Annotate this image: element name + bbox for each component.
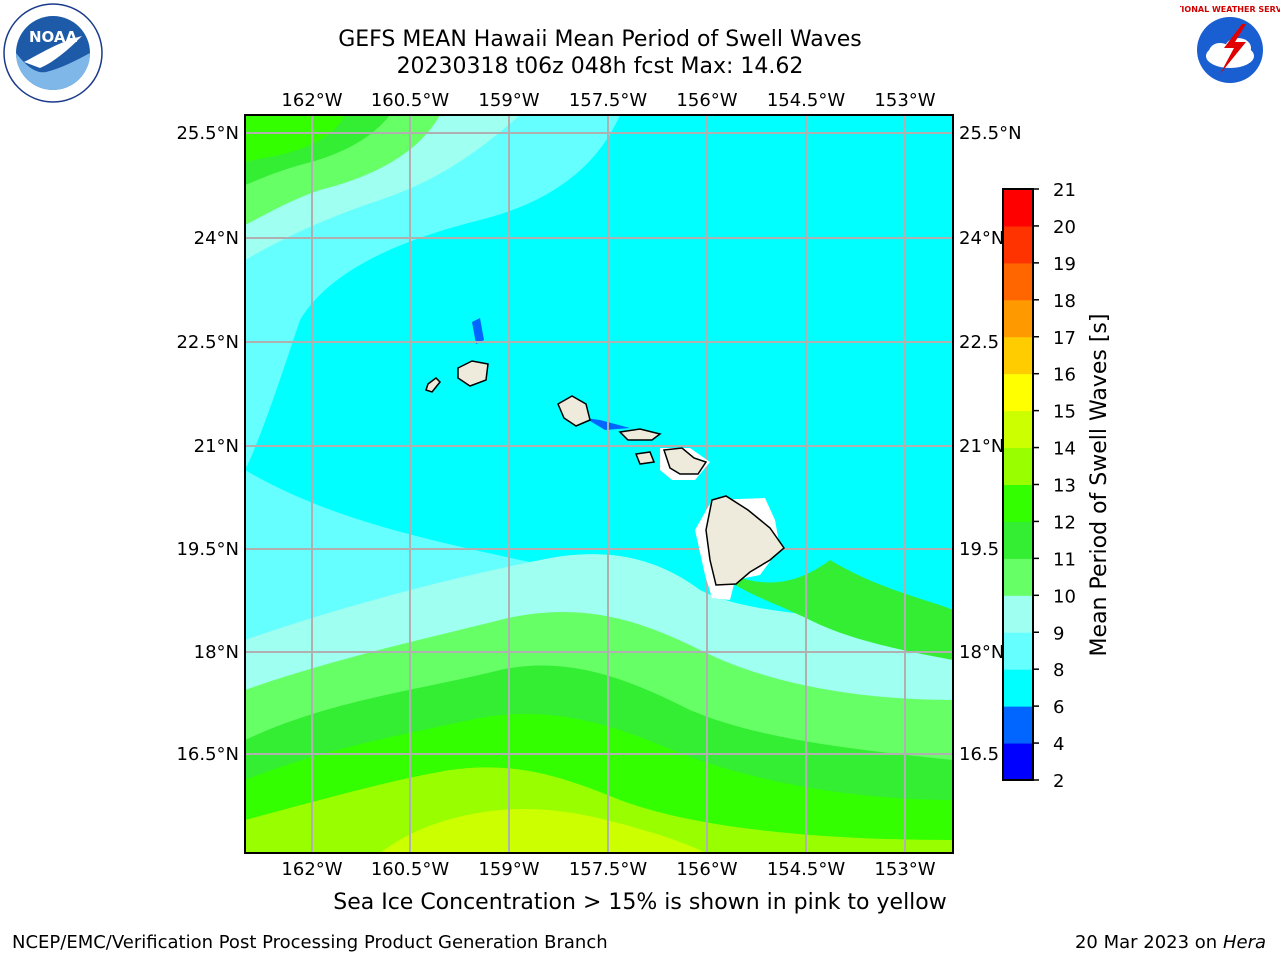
lon-tick-label: 154.5°W <box>767 859 846 880</box>
colorbar-segment <box>1003 743 1033 781</box>
map-title: GEFS MEAN Hawaii Mean Period of Swell Wa… <box>338 27 862 52</box>
colorbar-label: Mean Period of Swell Waves [s] <box>1087 314 1112 657</box>
colorbar-tick-label: 6 <box>1053 697 1064 718</box>
colorbar-segment <box>1003 225 1033 264</box>
colorbar-segment <box>1003 189 1033 227</box>
islands <box>425 360 786 600</box>
colorbar-tick-label: 16 <box>1053 365 1076 386</box>
lon-tick-label: 160.5°W <box>371 90 450 111</box>
field-band-10-11s <box>245 115 953 853</box>
island-maui-land <box>662 447 708 475</box>
colorbar-segment <box>1003 447 1033 485</box>
nws-logo: NATIONAL WEATHER SERVICE <box>1180 3 1280 97</box>
footer-host: Hera <box>1222 932 1266 953</box>
colorbar: 2 4 6 8 9 10 11 12 13 14 15 16 17 18 19 20 21 <box>1002 180 1076 792</box>
map-subtitle: 20230318 t06z 048h fcst Max: 14.62 <box>396 54 804 79</box>
island-kauai <box>457 360 489 387</box>
lon-ticks-top: 162°W 160.5°W 159°W 157.5°W 156°W 154.5°… <box>281 90 935 111</box>
colorbar-tick-label: 20 <box>1053 217 1076 238</box>
lat-tick-label: 16.5°N <box>176 744 239 765</box>
lat-tick-label: 24°N <box>194 228 239 249</box>
noaa-logo: NOAA <box>3 3 103 103</box>
footer-date-text: 20 Mar 2023 on <box>1074 932 1218 953</box>
colorbar-tick-label: 17 <box>1053 328 1076 349</box>
lat-tick-label: 21°N <box>194 436 239 457</box>
island-hawaii <box>705 495 786 586</box>
island-niihau <box>425 377 442 393</box>
lat-tick-label: 21°N <box>959 436 1004 457</box>
colorbar-segment <box>1003 484 1033 522</box>
lat-tick-label: 19.5°N <box>176 539 239 560</box>
colorbar-segment <box>1003 632 1033 670</box>
island-oahu <box>557 395 591 427</box>
colorbar-tick-label: 9 <box>1053 623 1064 644</box>
colorbar-tick-label: 11 <box>1053 549 1076 570</box>
colorbar-tick-label: 14 <box>1053 439 1076 460</box>
colorbar-tick-label: 10 <box>1053 586 1076 607</box>
lat-ticks-right: 25.5°N 24°N 22.5 21°N 19.5 18°N 16.5 <box>959 123 1022 765</box>
field-band-12-13s <box>245 115 953 853</box>
colorbar-segment <box>1003 521 1033 559</box>
colorbar-tick-label: 2 <box>1053 771 1064 792</box>
colorbar-tick-label: 13 <box>1053 476 1076 497</box>
lat-ticks-left: 25.5°N 24°N 22.5°N 21°N 19.5°N 18°N 16.5… <box>176 123 239 765</box>
colorbar-tick-label: 18 <box>1053 291 1076 312</box>
colorbar-tick-label: 15 <box>1053 402 1076 423</box>
colorbar-tick-label: 19 <box>1053 254 1076 275</box>
noaa-logo-text: NOAA <box>29 28 78 46</box>
lon-tick-label: 154.5°W <box>767 90 846 111</box>
lon-tick-label: 156°W <box>676 90 737 111</box>
lat-tick-label: 18°N <box>959 642 1004 663</box>
lat-tick-label: 25.5°N <box>959 123 1022 144</box>
lat-tick-label: 18°N <box>194 642 239 663</box>
colorbar-segment <box>1003 299 1033 338</box>
lon-tick-label: 157.5°W <box>569 859 648 880</box>
colorbar-segment <box>1003 262 1033 301</box>
colorbar-segment <box>1003 595 1033 633</box>
gridlines <box>245 115 953 853</box>
colorbar-segment <box>1003 669 1033 707</box>
colorbar-segment <box>1003 336 1033 375</box>
lat-tick-label: 16.5 <box>959 744 999 765</box>
lon-tick-label: 157.5°W <box>569 90 648 111</box>
colorbar-segment <box>1003 558 1033 596</box>
colorbar-tick-label: 21 <box>1053 180 1076 201</box>
lat-tick-label: 22.5 <box>959 332 999 353</box>
lat-tick-label: 22.5°N <box>176 332 239 353</box>
colorbar-tick-label: 12 <box>1053 512 1076 533</box>
swell-field <box>245 115 953 853</box>
colorbar-tick-label: 4 <box>1053 734 1064 755</box>
lon-ticks-bottom: 162°W 160.5°W 159°W 157.5°W 156°W 154.5°… <box>281 859 935 880</box>
nws-logo-text: NATIONAL WEATHER SERVICE <box>1180 5 1280 14</box>
lon-tick-label: 160.5°W <box>371 859 450 880</box>
lon-tick-label: 162°W <box>281 90 342 111</box>
lon-tick-label: 159°W <box>478 859 539 880</box>
footer-date: 20 Mar 2023 on Hera <box>1075 932 1266 953</box>
island-lanai <box>634 451 656 465</box>
colorbar-segment <box>1003 410 1033 449</box>
lon-tick-label: 153°W <box>874 90 935 111</box>
sea-ice-note: Sea Ice Concentration > 15% is shown in … <box>333 890 947 915</box>
colorbar-tick-label: 8 <box>1053 660 1064 681</box>
colorbar-segment <box>1003 373 1033 412</box>
lon-tick-label: 153°W <box>874 859 935 880</box>
colorbar-segment <box>1003 706 1033 744</box>
lon-tick-label: 156°W <box>676 859 737 880</box>
lat-tick-label: 19.5 <box>959 539 999 560</box>
footer-credit: NCEP/EMC/Verification Post Processing Pr… <box>12 932 608 953</box>
lat-tick-label: 25.5°N <box>176 123 239 144</box>
island-molokai <box>618 428 662 441</box>
map-frame <box>244 114 954 854</box>
lon-tick-label: 159°W <box>478 90 539 111</box>
lat-tick-label: 24°N <box>959 228 1004 249</box>
field-band-14-15s <box>380 809 705 853</box>
lon-tick-label: 162°W <box>281 859 342 880</box>
